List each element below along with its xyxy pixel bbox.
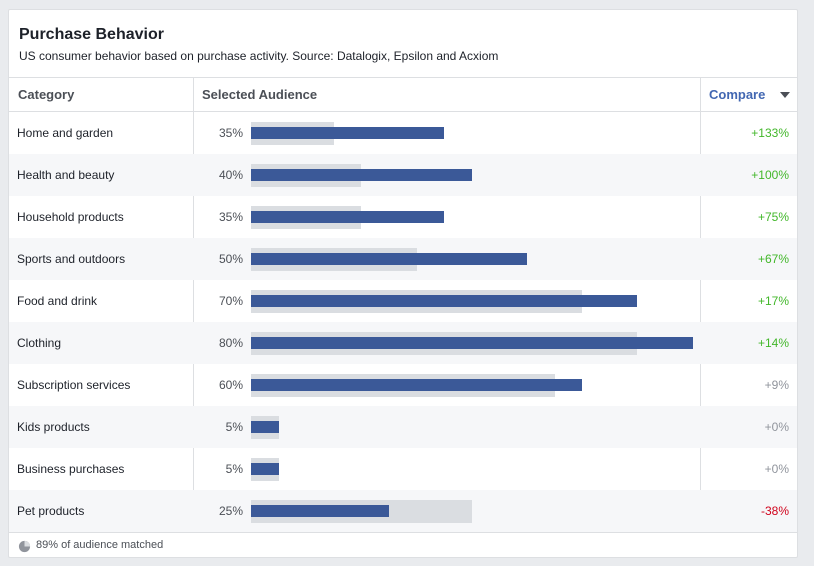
column-header-selected-audience: Selected Audience — [202, 87, 318, 102]
compare-value: +133% — [751, 126, 789, 140]
selected-audience-bar — [251, 169, 472, 181]
selected-audience-bar — [251, 337, 693, 349]
selected-audience-bar — [251, 421, 279, 433]
page-subtitle: US consumer behavior based on purchase a… — [19, 49, 499, 63]
footer: 89% of audience matched — [9, 532, 797, 557]
table-row: Health and beauty 40% +100% — [9, 154, 797, 196]
category-label: Health and beauty — [17, 168, 115, 182]
selected-audience-bar — [251, 463, 279, 475]
selected-percent-label: 25% — [218, 504, 243, 518]
selected-audience-bar — [251, 295, 638, 307]
compare-value: +0% — [764, 462, 789, 476]
selected-percent-label: 5% — [225, 420, 243, 434]
category-label: Pet products — [17, 504, 85, 518]
selected-audience-bar — [251, 253, 527, 265]
category-label: Home and garden — [17, 126, 114, 140]
category-label: Household products — [17, 210, 124, 224]
category-label: Business purchases — [17, 462, 125, 476]
pie-chart-icon — [18, 540, 31, 553]
compare-value: +17% — [757, 294, 789, 308]
table-row: Household products 35% +75% — [9, 196, 797, 238]
compare-dropdown[interactable]: Compare — [709, 87, 766, 102]
selected-audience-bar — [251, 505, 389, 517]
table-row: Subscription services 60% +9% — [9, 364, 797, 406]
column-divider — [193, 77, 194, 532]
table-row: Pet products 25% -38% — [9, 490, 797, 532]
column-header-category: Category — [18, 87, 75, 102]
compare-value: +67% — [757, 252, 789, 266]
table-header: Category Selected Audience Compare — [9, 77, 797, 112]
data-rows: Home and garden 35% +133% Health and beauty… — [9, 112, 797, 532]
selected-percent-label: 5% — [225, 462, 243, 476]
selected-audience-bar — [251, 211, 445, 223]
purchase-behavior-card: Purchase Behavior US consumer behavior b… — [8, 9, 798, 558]
category-label: Kids products — [17, 420, 90, 434]
selected-percent-label: 50% — [218, 252, 243, 266]
selected-percent-label: 60% — [218, 378, 243, 392]
table-row: Business purchases 5% +0% — [9, 448, 797, 490]
compare-value: +9% — [764, 378, 789, 392]
table-row: Sports and outdoors 50% +67% — [9, 238, 797, 280]
compare-value: -38% — [760, 504, 789, 518]
selected-audience-bar — [251, 127, 445, 139]
page-title: Purchase Behavior — [19, 26, 164, 43]
table-row: Kids products 5% +0% — [9, 406, 797, 448]
selected-percent-label: 35% — [218, 126, 243, 140]
audience-matched-text: 89% of audience matched — [36, 539, 164, 551]
compare-value: +0% — [764, 420, 789, 434]
compare-value: +14% — [757, 336, 789, 350]
card-header: Purchase Behavior US consumer behavior b… — [9, 10, 797, 77]
selected-percent-label: 70% — [218, 294, 243, 308]
selected-audience-bar — [251, 379, 583, 391]
selected-percent-label: 35% — [218, 210, 243, 224]
category-label: Sports and outdoors — [17, 252, 126, 266]
chevron-down-icon[interactable] — [780, 92, 790, 98]
compare-value: +100% — [751, 168, 789, 182]
category-label: Food and drink — [17, 294, 98, 308]
selected-percent-label: 40% — [218, 168, 243, 182]
table-row: Home and garden 35% +133% — [9, 112, 797, 154]
compare-value: +75% — [757, 210, 789, 224]
selected-percent-label: 80% — [218, 336, 243, 350]
column-divider — [700, 77, 701, 532]
table-row: Food and drink 70% +17% — [9, 280, 797, 322]
category-label: Subscription services — [17, 378, 131, 392]
category-label: Clothing — [17, 336, 62, 350]
table-row: Clothing 80% +14% — [9, 322, 797, 364]
